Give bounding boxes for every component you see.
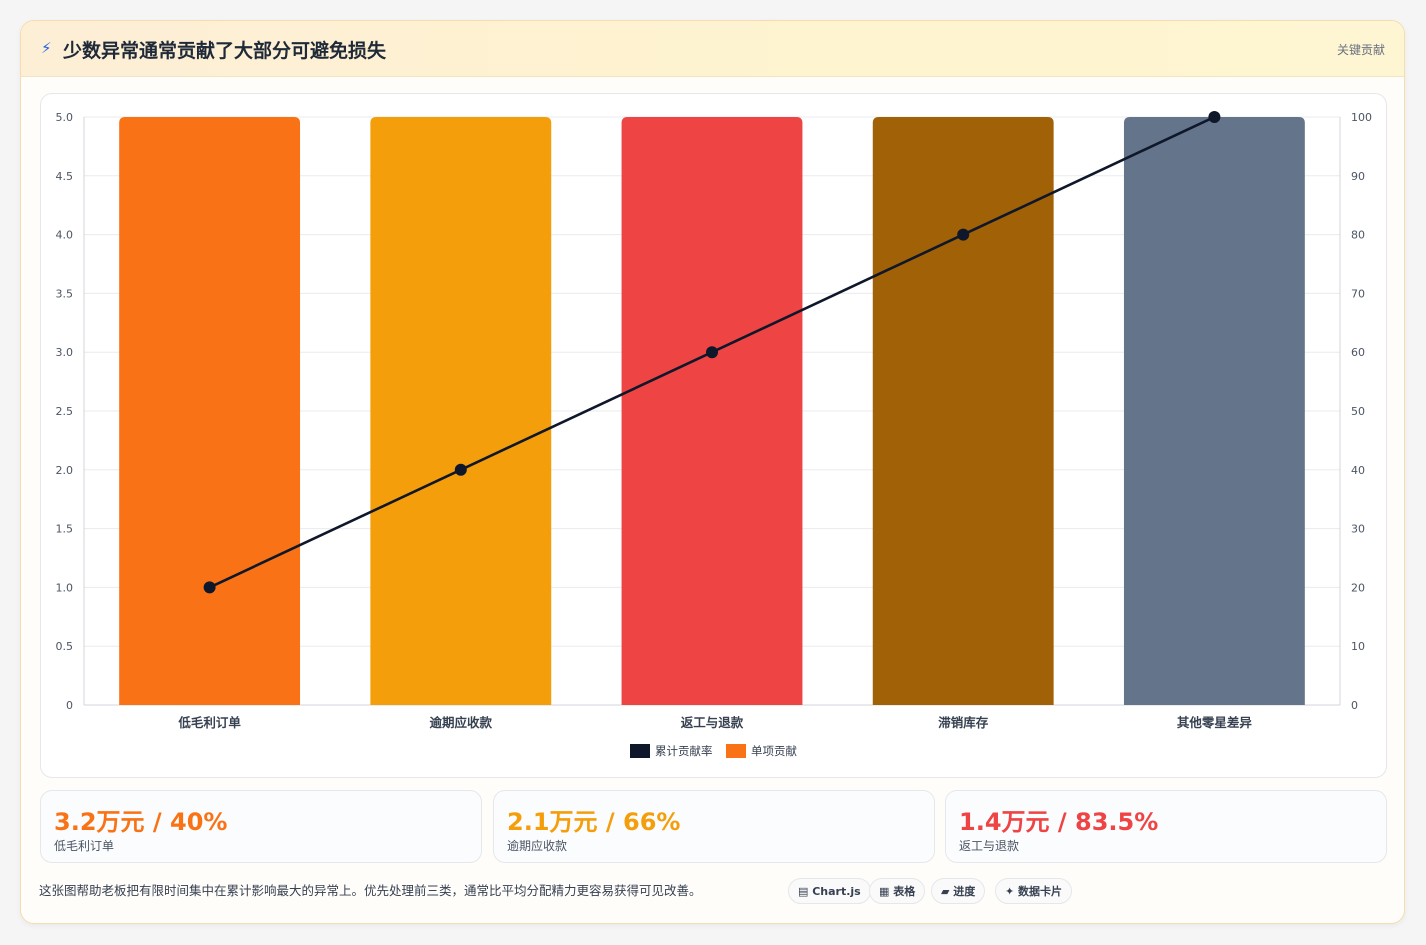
footnote: 这张图帮助老板把有限时间集中在累计影响最大的异常上。优先处理前三类，通常比平均分… (39, 883, 702, 898)
y-left-tick-label: 5.0 (56, 111, 74, 124)
kpi-value-3: 1.4万元 / 83.5% (959, 808, 1159, 836)
legend-swatch-2 (726, 744, 746, 758)
x-tick-label: 返工与退款 (681, 715, 744, 730)
y-left-tick-label: 1.0 (56, 581, 74, 594)
chart-svg: 0 0.5 1.0 1.5 2.0 2.5 3.0 3.5 4.0 4.5 5.0 0 10 20 30 40… (56, 111, 1372, 758)
y-left-tick-label: 4.0 (56, 229, 74, 242)
kpi-card-3: 1.4万元 / 83.5% 返工与退款 (945, 790, 1387, 863)
bar-5 (1123, 117, 1305, 705)
y-right-tick-label: 50 (1351, 405, 1365, 418)
y-right-tick-label: 0 (1351, 699, 1358, 712)
page-title: 少数异常通常贡献了大部分可避免损失 (63, 40, 387, 62)
kpi-card-1: 3.2万元 / 40% 低毛利订单 (40, 790, 482, 863)
y-left-tick-label: 0.5 (56, 640, 74, 653)
bar-4 (872, 117, 1054, 705)
y-left-tick-label: 4.5 (56, 170, 74, 183)
kpi-label-3: 返工与退款 (959, 839, 1020, 853)
y-right-tick-label: 10 (1351, 640, 1365, 653)
y-right-tick-label: 40 (1351, 464, 1365, 477)
kpi-value-2: 2.1万元 / 66% (507, 808, 681, 836)
y-left-tick-label: 1.5 (56, 523, 74, 536)
y-left-tick-label: 3.0 (56, 346, 74, 359)
kpi-label-2: 逾期应收款 (507, 839, 568, 853)
x-tick-label: 其他零星差异 (1177, 715, 1253, 730)
x-tick-label: 低毛利订单 (177, 715, 241, 730)
y-left-tick-label: 3.5 (56, 287, 74, 300)
dashboard-card: ⚡ 少数异常通常贡献了大部分可避免损失 关键贡献 0 0.5 1.0 1.5 2.0 2.… (20, 20, 1405, 924)
y-right-tick-label: 30 (1351, 523, 1365, 536)
line-point-1 (203, 581, 216, 594)
y-right-tick-label: 20 (1351, 581, 1365, 594)
y-right-tick-label: 90 (1351, 170, 1365, 183)
legend-label-1: 累计贡献率 (655, 744, 713, 758)
bar-2 (370, 117, 552, 705)
tag-table[interactable]: ▦ 表格 (869, 878, 926, 904)
bar-1 (119, 117, 301, 705)
line-point-5 (1208, 111, 1221, 123)
key-contribution-link[interactable]: 关键贡献 (1336, 43, 1385, 57)
y-left-tick-label: 2.0 (56, 464, 74, 477)
kpi-card-2: 2.1万元 / 66% 逾期应收款 (493, 790, 935, 863)
line-point-3 (706, 346, 718, 359)
line-point-2 (454, 463, 467, 476)
y-right-tick-label: 80 (1351, 229, 1365, 242)
x-tick-label: 逾期应收款 (430, 715, 493, 730)
kpi-value-1: 3.2万元 / 40% (54, 808, 228, 836)
bar-3 (621, 117, 803, 705)
y-left-tick-label: 0 (66, 699, 73, 712)
tag-chartjs[interactable]: ▤ Chart.js (788, 878, 871, 904)
tag-progress[interactable]: ▰ 进度 (931, 878, 986, 904)
tag-data-card[interactable]: ✦ 数据卡片 (995, 878, 1073, 904)
y-right-tick-label: 70 (1351, 287, 1365, 300)
lightning-icon: ⚡ (41, 39, 52, 57)
x-tick-label: 滞销库存 (938, 715, 989, 730)
card-header: ⚡ 少数异常通常贡献了大部分可避免损失 关键贡献 (21, 21, 1404, 77)
y-left-tick-label: 2.5 (56, 405, 74, 418)
pareto-chart: 0 0.5 1.0 1.5 2.0 2.5 3.0 3.5 4.0 4.5 5.0 0 10 20 30 40… (40, 93, 1387, 778)
legend-label-2: 单项贡献 (751, 744, 797, 758)
legend-swatch-1 (630, 744, 650, 758)
kpi-label-1: 低毛利订单 (54, 839, 115, 853)
y-right-tick-label: 60 (1351, 346, 1365, 359)
line-point-4 (957, 228, 970, 241)
y-right-tick-label: 100 (1351, 111, 1372, 124)
